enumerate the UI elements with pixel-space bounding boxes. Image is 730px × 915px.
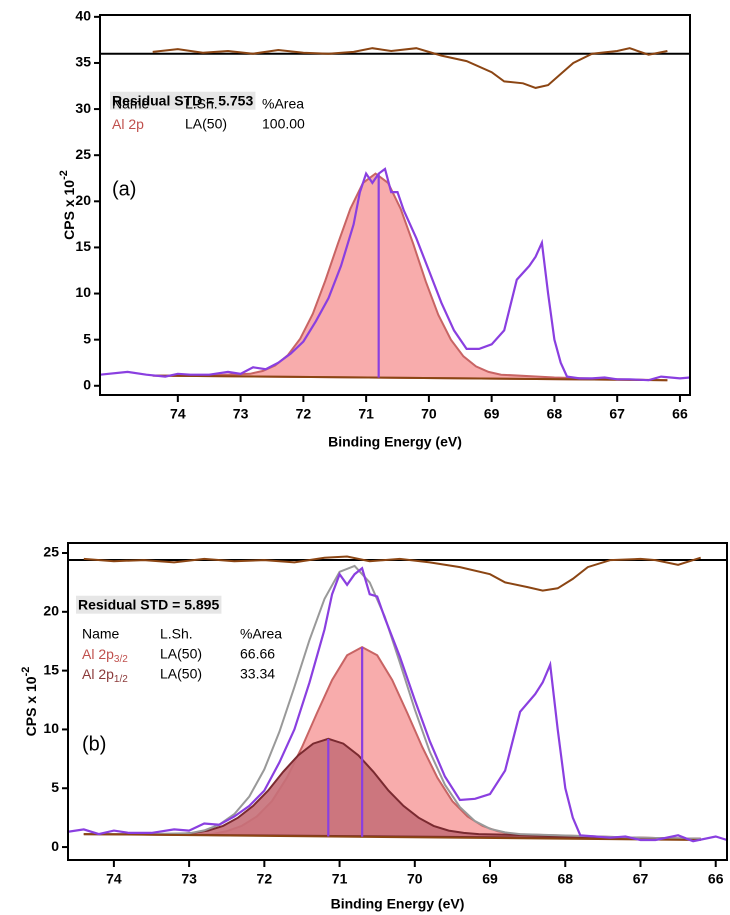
panel-label: (a) (112, 178, 136, 200)
y-tick-label: 40 (75, 8, 91, 24)
x-tick-label: 71 (332, 871, 348, 887)
table-header: Name (82, 626, 120, 642)
y-tick-label: 25 (43, 544, 59, 560)
y-tick-label: 10 (75, 284, 91, 300)
plot-area (68, 555, 727, 843)
x-axis-label: Binding Energy (eV) (331, 896, 465, 912)
y-tick-label: 15 (75, 238, 91, 254)
y-tick-label: 20 (75, 192, 91, 208)
line-shape: LA(50) (185, 116, 227, 132)
y-axis-label: CPS x 10-2 (58, 170, 77, 240)
plot-frame (67, 542, 728, 861)
component-name: Al 2p3/2 (82, 646, 128, 665)
y-tick-label: 15 (43, 661, 59, 677)
x-tick-label: 69 (484, 406, 500, 422)
y-tick-label: 25 (75, 146, 91, 162)
component-curve (152, 172, 668, 382)
y-axis-label-text: CPS x 10 (61, 180, 77, 240)
component-name-subscript: 3/2 (114, 654, 128, 665)
y-tick-label: 30 (75, 100, 91, 116)
y-tick-label: 10 (43, 720, 59, 736)
x-tick-label: 70 (407, 871, 423, 887)
component-name-text: Al 2p (82, 666, 114, 682)
y-axis-label-text: CPS x 10 (23, 676, 39, 736)
table-header: %Area (262, 96, 304, 112)
residual-std-background (76, 595, 222, 614)
x-tick-label: 68 (547, 406, 563, 422)
x-tick-label: 74 (106, 871, 122, 887)
y-tick-label: 0 (51, 838, 59, 854)
x-tick-label: 67 (633, 871, 649, 887)
x-tick-label: 69 (482, 871, 498, 887)
baseline-curve (83, 833, 701, 841)
panel-label: (b) (82, 733, 106, 755)
data-line (68, 566, 727, 843)
residual-std: Residual STD = 5.895 (78, 597, 219, 613)
line-shape: LA(50) (160, 646, 202, 662)
y-tick-label: 20 (43, 603, 59, 619)
area-percent: 100.00 (262, 116, 305, 132)
x-tick-label: 73 (233, 406, 249, 422)
residual-line (152, 47, 668, 89)
x-tick-label: 66 (672, 406, 688, 422)
x-tick-label: 70 (421, 406, 437, 422)
x-tick-label: 72 (296, 406, 312, 422)
x-tick-label: 74 (170, 406, 186, 422)
area-percent: 33.34 (240, 666, 275, 682)
table-header: L.Sh. (185, 96, 218, 112)
residual-std: Residual STD = 5.753 (112, 93, 253, 109)
table-header: L.Sh. (160, 626, 193, 642)
data-line (100, 167, 690, 382)
component-name: Al 2p (112, 116, 144, 132)
component-name-text: Al 2p (112, 116, 144, 132)
plot-area (100, 47, 690, 382)
y-axis-label-exponent: -2 (58, 170, 70, 180)
y-tick-label: 5 (83, 330, 91, 346)
y-tick-label: 0 (83, 376, 91, 392)
y-axis-label-exponent: -2 (20, 667, 32, 677)
x-tick-label: 68 (557, 871, 573, 887)
table-header: %Area (240, 626, 282, 642)
y-axis-label: CPS x 10-2 (20, 667, 39, 737)
x-tick-label: 71 (358, 406, 374, 422)
component-name-subscript: 1/2 (114, 674, 128, 685)
x-tick-label: 67 (609, 406, 625, 422)
x-tick-label: 73 (181, 871, 197, 887)
area-percent: 66.66 (240, 646, 275, 662)
y-tick-label: 35 (75, 54, 91, 70)
x-axis-label: Binding Energy (eV) (328, 434, 462, 450)
component-name: Al 2p1/2 (82, 666, 128, 685)
component-curve (83, 737, 701, 840)
component-name-text: Al 2p (82, 646, 114, 662)
residual-std-background (110, 91, 256, 110)
x-tick-label: 72 (257, 871, 273, 887)
y-tick-label: 5 (51, 779, 59, 795)
x-tick-label: 66 (708, 871, 724, 887)
line-shape: LA(50) (160, 666, 202, 682)
table-header: Name (112, 96, 150, 112)
residual-line (83, 555, 701, 592)
plot-frame (99, 14, 691, 396)
